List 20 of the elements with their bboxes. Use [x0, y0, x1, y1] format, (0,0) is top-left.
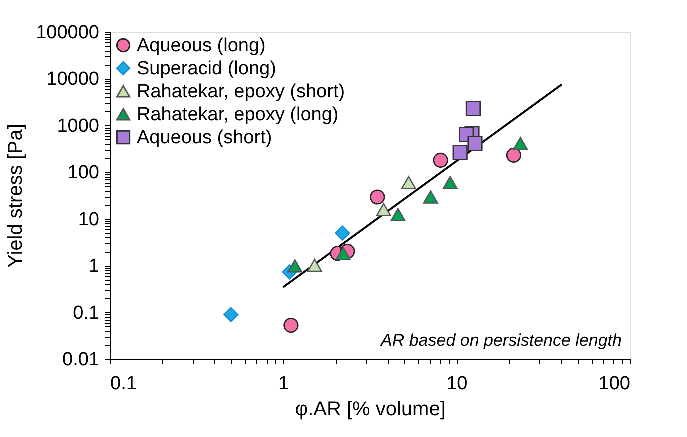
y-axis-title: Yield stress [Pa]: [5, 124, 28, 268]
y-tick-label: 10: [78, 209, 100, 230]
y-tick-label: 0.1: [73, 302, 100, 324]
legend-label: Aqueous (long): [137, 36, 266, 56]
y-tick-label: 1: [88, 256, 100, 278]
legend-label: Aqueous (short): [137, 128, 272, 148]
legend-label: Superacid (long): [137, 58, 276, 80]
legend-label: Rahatekar, epoxy (long): [137, 104, 339, 126]
y-tick-label: 100: [68, 162, 100, 184]
annotation: AR based on persistence length: [380, 331, 622, 350]
x-axis-title: φ.AR [% volume]: [295, 398, 446, 420]
y-tick-label: 0.01: [62, 350, 100, 370]
y-tick-label: 100000: [36, 22, 100, 44]
x-tick-label: 10: [446, 374, 468, 394]
x-tick-label: 1: [278, 374, 290, 394]
y-tick-label: 10000: [46, 69, 100, 90]
x-tick-label: 100: [598, 374, 630, 394]
legend-label: Rahatekar, epoxy (short): [137, 82, 346, 102]
y-tick-label: 1000: [57, 116, 100, 137]
x-tick-label: 0.1: [110, 374, 137, 394]
